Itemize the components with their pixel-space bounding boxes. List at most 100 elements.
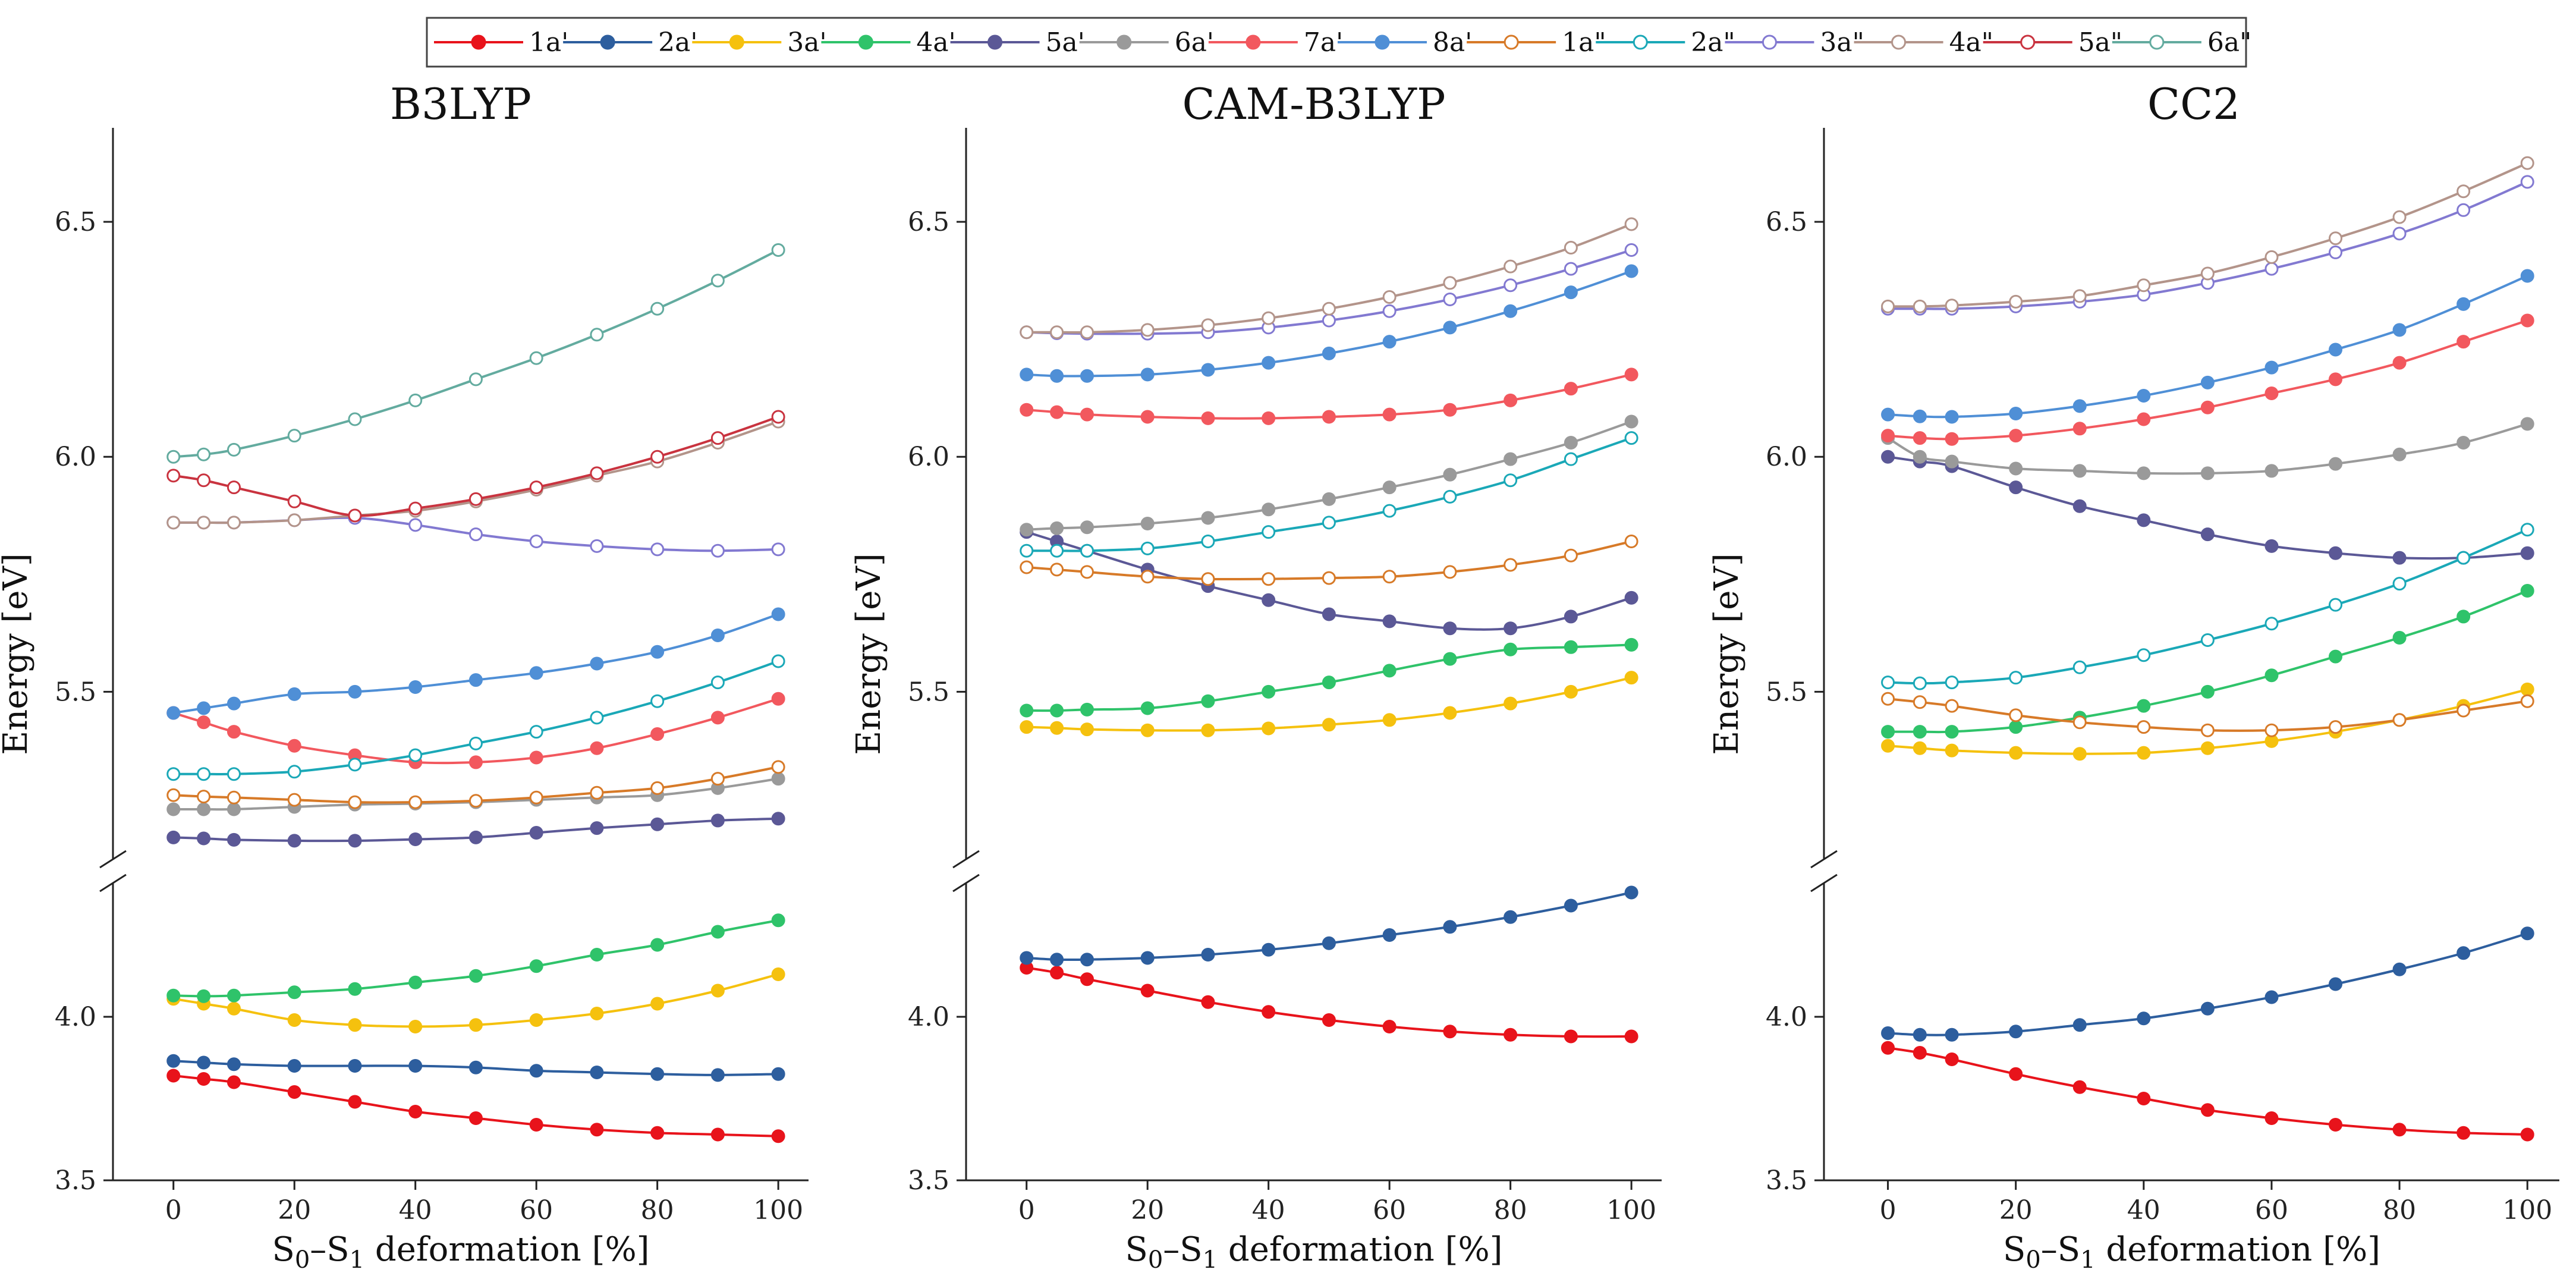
data-point	[710, 711, 725, 725]
data-point	[166, 469, 181, 483]
data-point	[1382, 1020, 1396, 1033]
data-point	[1881, 299, 1895, 313]
data-point	[2072, 422, 2087, 436]
data-point	[2520, 583, 2534, 598]
legend-marker	[1891, 34, 1907, 50]
series-2ap	[166, 1054, 785, 1082]
data-point	[1050, 966, 1064, 980]
data-point	[227, 832, 241, 847]
data-point	[287, 739, 301, 753]
data-point	[2072, 747, 2087, 761]
data-point	[1382, 504, 1396, 518]
series-7ap	[1881, 313, 2534, 446]
data-point	[227, 767, 241, 781]
data-point	[2200, 723, 2215, 737]
data-point	[287, 765, 301, 779]
data-point	[710, 675, 725, 690]
data-point	[468, 527, 483, 542]
y-tick-label: 3.5	[55, 1165, 96, 1196]
data-point	[2329, 372, 2343, 387]
data-point	[1504, 452, 1518, 466]
data-point	[1443, 1025, 1457, 1039]
data-point	[2009, 671, 2023, 685]
data-point	[590, 539, 604, 553]
data-point	[2072, 660, 2087, 674]
data-point	[2009, 746, 2023, 760]
data-point	[771, 812, 785, 826]
legend-marker	[2149, 34, 2165, 50]
data-point	[166, 450, 181, 464]
data-point	[1945, 298, 1959, 313]
data-point	[710, 1068, 725, 1082]
data-point	[197, 802, 211, 816]
series-8ap	[1881, 269, 2534, 424]
x-tick-label: 80	[641, 1195, 674, 1226]
data-point	[1050, 325, 1064, 340]
data-point	[650, 997, 665, 1011]
data-point	[1913, 1046, 1927, 1060]
data-point	[1262, 502, 1276, 517]
series-6ap	[1020, 414, 1638, 537]
data-point	[468, 969, 483, 983]
legend-label: 1a'	[529, 27, 568, 58]
data-point	[197, 989, 211, 1003]
series-3app	[166, 511, 785, 558]
series-line	[1026, 643, 1632, 712]
legend-entry-4app: 4a"	[1854, 27, 1993, 58]
data-point	[166, 988, 181, 1003]
data-point	[1881, 429, 1895, 443]
legend-label: 6a'	[1175, 27, 1214, 58]
data-point	[1881, 1026, 1895, 1040]
series-1ap	[1881, 1041, 2534, 1142]
data-point	[166, 788, 181, 802]
data-point	[1140, 323, 1155, 337]
y-tick-label: 4.0	[1766, 1002, 1807, 1032]
data-point	[1140, 516, 1155, 530]
data-point	[287, 429, 301, 443]
series-line	[173, 765, 779, 804]
data-point	[590, 711, 604, 725]
series-line	[1026, 966, 1632, 1038]
data-point	[1140, 701, 1155, 715]
series-line	[1026, 249, 1632, 335]
data-point	[2520, 682, 2534, 696]
data-point	[1504, 621, 1518, 636]
axis-break-mark	[99, 850, 127, 869]
data-point	[1945, 675, 1959, 690]
data-point	[1564, 548, 1578, 563]
legend-label: 4a'	[916, 27, 955, 58]
data-point	[1564, 684, 1578, 699]
y-tick-label: 6.5	[55, 207, 96, 237]
data-point	[650, 301, 665, 316]
data-point	[1564, 262, 1578, 276]
data-point	[529, 750, 543, 765]
data-point	[1504, 1028, 1518, 1042]
data-point	[1564, 241, 1578, 255]
series-line	[1888, 528, 2528, 685]
data-point	[1913, 1028, 1927, 1042]
data-point	[1564, 285, 1578, 300]
series-8ap	[166, 607, 785, 720]
series-line	[1026, 223, 1632, 334]
data-point	[1443, 403, 1457, 417]
data-point	[1443, 467, 1457, 482]
data-point	[1322, 410, 1336, 424]
x-tick-label: 40	[1252, 1195, 1285, 1226]
data-point	[2329, 231, 2343, 246]
data-point	[2264, 990, 2279, 1004]
data-point	[408, 832, 423, 847]
data-point	[2520, 313, 2534, 328]
data-point	[771, 1129, 785, 1143]
data-point	[2137, 278, 2151, 293]
data-point	[287, 834, 301, 848]
data-point	[348, 982, 362, 996]
legend-label: 5a'	[1046, 27, 1085, 58]
data-point	[1050, 521, 1064, 535]
data-point	[710, 1127, 725, 1142]
data-point	[2264, 262, 2279, 276]
series-line	[173, 660, 779, 775]
data-point	[197, 831, 211, 846]
data-point	[1624, 671, 1638, 685]
y-axis-label: Energy [eV]	[0, 553, 35, 755]
data-point	[2520, 175, 2534, 189]
